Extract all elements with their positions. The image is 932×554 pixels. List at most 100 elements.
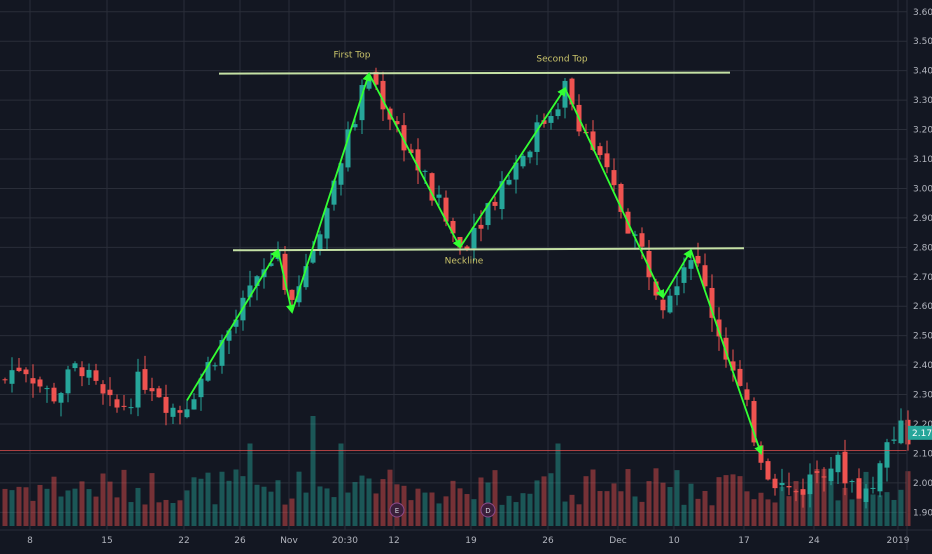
candle-body bbox=[9, 370, 15, 384]
trend-arrow bbox=[459, 86, 566, 248]
volume-bar bbox=[436, 503, 442, 526]
candle bbox=[772, 473, 778, 496]
candle bbox=[191, 393, 197, 410]
candle-body bbox=[177, 410, 183, 413]
volume-bar bbox=[156, 502, 162, 526]
candle-body bbox=[212, 365, 218, 367]
candle-body bbox=[695, 255, 701, 264]
candle-body bbox=[219, 340, 225, 366]
candle-body bbox=[548, 116, 554, 123]
candle-body bbox=[807, 474, 813, 495]
volume-bar bbox=[254, 484, 260, 526]
volume-bar bbox=[128, 502, 134, 526]
volume-bar bbox=[387, 469, 393, 526]
event-badge-label: E bbox=[395, 507, 399, 515]
candle-body bbox=[205, 362, 211, 381]
candle bbox=[289, 289, 295, 306]
candle bbox=[499, 171, 505, 220]
volume-bar bbox=[408, 500, 414, 526]
candle bbox=[548, 109, 554, 130]
candle bbox=[9, 357, 15, 393]
candle bbox=[142, 355, 148, 394]
volume-bar bbox=[170, 502, 176, 526]
candle bbox=[695, 242, 701, 267]
candle bbox=[723, 327, 729, 368]
candle-body bbox=[611, 170, 617, 186]
candle bbox=[205, 356, 211, 382]
volume-bar bbox=[114, 497, 120, 526]
volume-bar bbox=[877, 495, 883, 526]
candle bbox=[254, 275, 260, 301]
trend-arrow bbox=[368, 73, 461, 249]
candle-body bbox=[499, 181, 505, 210]
volume-bar bbox=[422, 492, 428, 526]
candle-body bbox=[72, 363, 78, 369]
candle bbox=[765, 458, 771, 481]
volume-bar bbox=[338, 443, 344, 526]
candle-body bbox=[723, 337, 729, 360]
candle bbox=[870, 476, 876, 494]
candle-body bbox=[667, 295, 673, 313]
volume-bar bbox=[835, 500, 841, 526]
candle-body bbox=[877, 463, 883, 492]
candle-body bbox=[303, 266, 309, 288]
candle bbox=[751, 397, 757, 447]
volume-bar bbox=[317, 486, 323, 526]
volume-bar bbox=[499, 504, 505, 526]
volume-bar bbox=[471, 499, 477, 526]
candle-body bbox=[618, 184, 624, 212]
candle bbox=[737, 360, 743, 387]
candle-body bbox=[541, 120, 547, 124]
candle bbox=[842, 439, 848, 496]
candle-body bbox=[604, 153, 610, 168]
candle-body bbox=[443, 197, 449, 222]
candle bbox=[660, 296, 666, 319]
volume-bar bbox=[793, 481, 799, 526]
x-tick-label: 19 bbox=[465, 536, 477, 546]
neckline-line bbox=[232, 247, 745, 252]
volume-bar bbox=[660, 482, 666, 526]
volume-bar bbox=[506, 495, 512, 526]
volume-bar bbox=[744, 491, 750, 526]
volume-bar bbox=[415, 488, 421, 526]
candle bbox=[114, 394, 120, 413]
candle-body bbox=[429, 173, 435, 201]
candle-body bbox=[660, 299, 666, 311]
candle bbox=[898, 408, 904, 445]
volume-bar bbox=[345, 492, 351, 526]
volume-bar bbox=[380, 479, 386, 526]
volume-bar bbox=[142, 504, 148, 526]
x-tick-label: 15 bbox=[101, 536, 112, 546]
volume-bar bbox=[177, 500, 183, 526]
volume-bar bbox=[737, 476, 743, 526]
candle-body bbox=[30, 378, 36, 384]
y-tick-label: 2.80 bbox=[913, 243, 932, 253]
volume-bar bbox=[79, 481, 85, 526]
candle bbox=[79, 361, 85, 387]
candle-body bbox=[513, 162, 519, 180]
candle-body bbox=[751, 401, 757, 443]
volume-bar bbox=[240, 476, 246, 526]
volume-bar bbox=[821, 468, 827, 526]
candle bbox=[730, 349, 736, 382]
candle-body bbox=[93, 370, 99, 381]
volume-bar bbox=[121, 469, 127, 526]
candle bbox=[471, 213, 477, 262]
candle bbox=[814, 460, 820, 484]
volume-bar bbox=[107, 481, 113, 526]
volume-bar bbox=[870, 494, 876, 526]
candle bbox=[156, 385, 162, 398]
y-tick-label: 3.30 bbox=[913, 96, 932, 106]
event-badge-circle bbox=[480, 502, 496, 518]
candle bbox=[317, 230, 323, 256]
candle-body bbox=[37, 379, 43, 387]
volume-bar bbox=[86, 489, 92, 526]
y-tick-label: 3.10 bbox=[913, 155, 932, 165]
volume-bar bbox=[184, 490, 190, 526]
candle-body bbox=[464, 246, 470, 250]
candle bbox=[884, 438, 890, 482]
candle-body bbox=[856, 478, 862, 499]
volume-bar bbox=[2, 488, 8, 526]
